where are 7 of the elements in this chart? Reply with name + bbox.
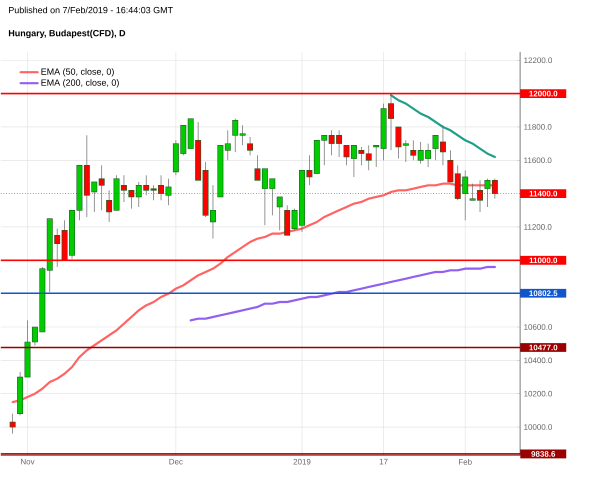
candlestick [247, 136, 254, 156]
legend-label: EMA (50, close, 0) [41, 68, 114, 76]
candlestick [276, 196, 283, 230]
legend-label: EMA (200, close, 0) [41, 79, 119, 88]
candlestick [10, 413, 16, 434]
text: Published on 7/Feb/2019 - 16:44:03 GMT [9, 6, 173, 14]
chart-title: Hungary, Budapest(CFD), D [8, 30, 126, 38]
